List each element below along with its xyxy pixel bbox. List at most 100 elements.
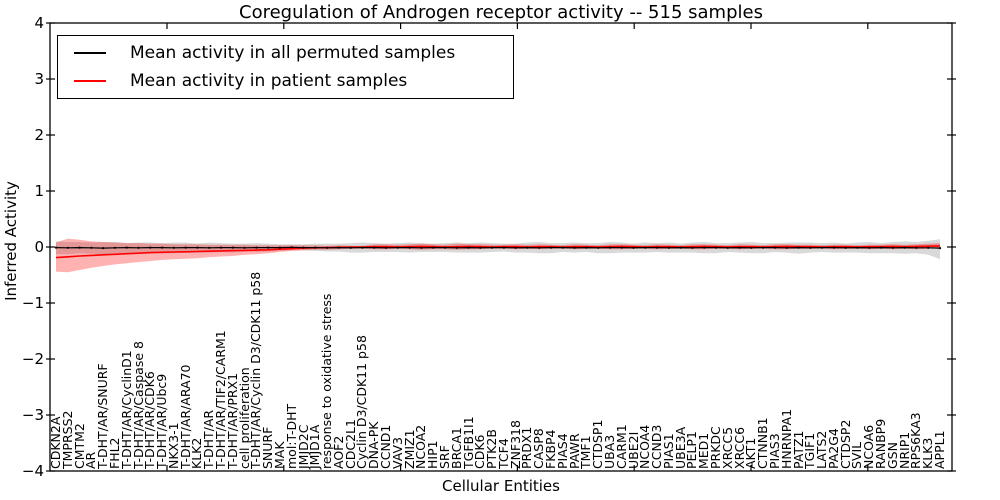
data-point-marker <box>915 246 918 249</box>
data-point-marker <box>856 246 859 249</box>
data-point-marker <box>597 246 600 249</box>
data-point-marker <box>832 246 836 249</box>
data-point-marker <box>78 246 81 249</box>
data-point-marker <box>620 246 623 249</box>
data-point-marker <box>267 246 270 249</box>
data-point-marker <box>361 246 364 249</box>
confidence-band <box>56 239 940 260</box>
data-point-marker <box>891 246 895 249</box>
x-axis-label: Cellular Entities <box>442 477 560 495</box>
data-point-marker <box>667 246 671 249</box>
data-point-marker <box>785 246 788 249</box>
data-point-marker <box>691 246 694 249</box>
data-point-marker <box>231 246 234 249</box>
data-point-marker <box>314 246 317 249</box>
x-tick-label: APPL1 <box>932 430 947 469</box>
data-point-marker <box>750 246 753 249</box>
legend-item-patient: Mean activity in patient samples <box>58 67 513 95</box>
chart-title: Coregulation of Androgen receptor activi… <box>239 2 763 23</box>
legend: Mean activity in all permuted samples Me… <box>57 35 514 99</box>
legend-label-patient: Mean activity in patient samples <box>130 71 408 91</box>
data-point-marker <box>561 246 564 249</box>
data-point-marker <box>656 246 659 249</box>
data-point-marker <box>726 246 729 249</box>
data-point-marker <box>844 246 847 249</box>
data-point-marker <box>585 246 588 249</box>
data-point-marker <box>137 246 140 249</box>
y-tick-label: −2 <box>21 350 44 368</box>
y-tick-label: 0 <box>34 238 44 256</box>
data-point-marker <box>408 246 411 249</box>
data-point-marker <box>278 246 281 249</box>
data-point-marker <box>644 246 647 249</box>
data-point-marker <box>526 246 529 249</box>
data-point-marker <box>538 246 541 249</box>
y-tick-label: 3 <box>34 70 44 88</box>
data-point-marker <box>608 246 612 249</box>
data-point-marker <box>773 246 777 249</box>
data-point-marker <box>479 246 482 249</box>
data-point-marker <box>715 246 718 249</box>
data-point-marker <box>443 246 447 249</box>
data-point-marker <box>149 246 152 249</box>
data-point-marker <box>679 246 682 249</box>
data-point-marker <box>172 246 175 249</box>
legend-item-permuted: Mean activity in all permuted samples <box>58 39 513 67</box>
data-point-marker <box>66 246 69 249</box>
data-point-marker <box>703 246 706 249</box>
data-point-marker <box>632 246 635 249</box>
y-tick-label: −3 <box>21 406 44 424</box>
mean-line <box>55 245 941 259</box>
data-point-marker <box>432 246 435 249</box>
data-point-marker <box>491 246 494 249</box>
data-point-marker <box>868 246 871 249</box>
data-point-marker <box>326 246 329 249</box>
data-point-marker <box>208 246 211 249</box>
data-point-marker <box>573 246 576 249</box>
legend-line-permuted-icon <box>74 52 106 54</box>
legend-line-patient-icon <box>74 80 106 82</box>
y-tick-label: −4 <box>21 462 44 480</box>
data-point-marker <box>927 246 930 249</box>
data-point-marker <box>514 246 517 249</box>
data-point-marker <box>290 246 293 249</box>
legend-label-permuted: Mean activity in all permuted samples <box>130 43 456 63</box>
y-tick-label: −1 <box>21 294 44 312</box>
data-point-marker <box>455 246 458 249</box>
data-point-marker <box>549 246 553 249</box>
data-point-marker <box>821 246 824 249</box>
data-point-marker <box>302 246 305 249</box>
data-point-marker <box>797 246 800 249</box>
data-point-marker <box>809 246 812 249</box>
data-point-marker <box>502 246 505 249</box>
y-tick-label: 4 <box>34 14 44 32</box>
data-point-marker <box>255 246 258 249</box>
y-axis-label: Inferred Activity <box>2 181 20 301</box>
data-point-marker <box>337 246 340 249</box>
data-point-marker <box>54 246 58 249</box>
data-point-marker <box>384 246 388 249</box>
data-point-marker <box>219 246 223 249</box>
data-point-marker <box>880 246 883 249</box>
data-point-marker <box>90 246 93 249</box>
data-point-marker <box>125 246 128 249</box>
y-tick-label: 2 <box>34 126 44 144</box>
data-point-marker <box>243 246 246 249</box>
data-point-marker <box>196 246 199 249</box>
data-point-marker <box>373 246 376 249</box>
data-point-marker <box>396 246 399 249</box>
data-point-marker <box>161 246 164 249</box>
data-point-marker <box>762 246 765 249</box>
data-point-marker <box>467 246 470 249</box>
data-point-marker <box>738 246 741 249</box>
data-point-marker <box>938 247 942 250</box>
data-point-marker <box>184 246 187 249</box>
data-point-marker <box>113 246 116 249</box>
y-tick-label: 1 <box>34 182 44 200</box>
data-point-marker <box>102 247 105 250</box>
mean-line <box>55 246 941 249</box>
data-point-marker <box>903 246 906 249</box>
data-point-marker <box>349 246 352 249</box>
